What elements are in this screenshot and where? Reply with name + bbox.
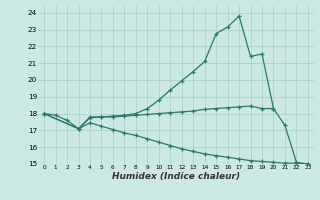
X-axis label: Humidex (Indice chaleur): Humidex (Indice chaleur) xyxy=(112,172,240,181)
